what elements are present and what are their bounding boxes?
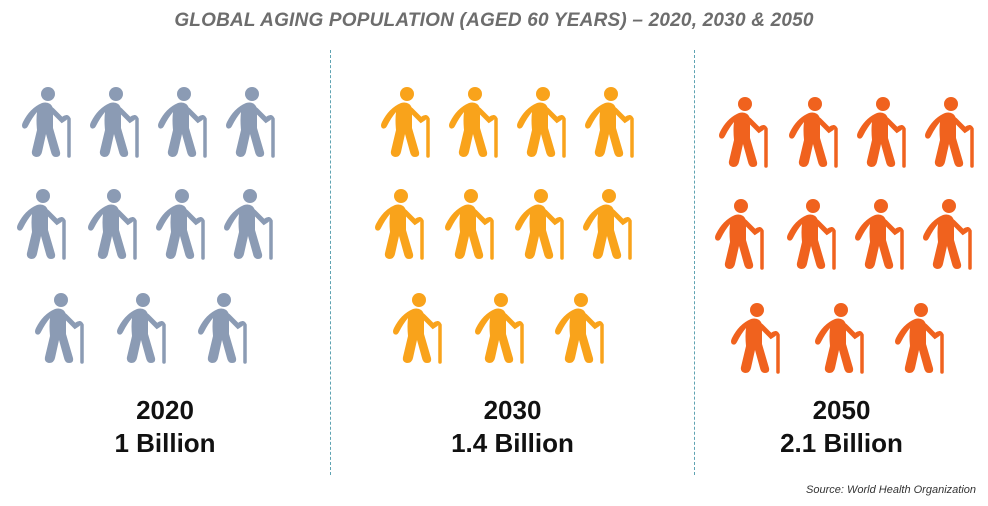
- elderly-person-with-cane-icon: [20, 86, 78, 158]
- elderly-person-with-cane-icon: [785, 198, 843, 270]
- value-label: 2.1 Billion: [780, 428, 903, 458]
- elderly-person-with-cane-icon: [443, 188, 501, 260]
- year-label: 2020: [136, 395, 194, 425]
- elderly-person-with-cane-icon: [813, 302, 871, 374]
- elderly-person-with-cane-icon: [222, 188, 280, 260]
- chart-title: GLOBAL AGING POPULATION (AGED 60 YEARS) …: [174, 10, 814, 31]
- elderly-person-with-cane-icon: [729, 302, 787, 374]
- divider-right: [694, 50, 695, 475]
- elderly-person-with-cane-icon: [473, 292, 531, 364]
- group-2030: 2030 1.4 Billion: [331, 0, 694, 506]
- year-label: 2030: [483, 395, 542, 425]
- elderly-person-with-cane-icon: [447, 86, 505, 158]
- elderly-person-with-cane-icon: [855, 96, 913, 168]
- elderly-person-with-cane-icon: [86, 188, 144, 260]
- elderly-person-with-cane-icon: [33, 292, 91, 364]
- elderly-person-with-cane-icon: [553, 292, 611, 364]
- elderly-person-with-cane-icon: [515, 86, 573, 158]
- elderly-person-with-cane-icon: [224, 86, 282, 158]
- elderly-person-with-cane-icon: [154, 188, 212, 260]
- divider-left: [330, 50, 331, 475]
- elderly-person-with-cane-icon: [196, 292, 254, 364]
- elderly-person-with-cane-icon: [391, 292, 449, 364]
- elderly-person-with-cane-icon: [923, 96, 981, 168]
- elderly-person-with-cane-icon: [893, 302, 951, 374]
- group-2050: 2050 2.1 Billion: [695, 0, 988, 506]
- elderly-person-with-cane-icon: [15, 188, 73, 260]
- year-label: 2050: [812, 395, 871, 425]
- elderly-person-with-cane-icon: [156, 86, 214, 158]
- elderly-person-with-cane-icon: [713, 198, 771, 270]
- elderly-person-with-cane-icon: [115, 292, 173, 364]
- elderly-person-with-cane-icon: [581, 188, 639, 260]
- elderly-person-with-cane-icon: [717, 96, 775, 168]
- elderly-person-with-cane-icon: [88, 86, 146, 158]
- elderly-person-with-cane-icon: [379, 86, 437, 158]
- elderly-person-with-cane-icon: [583, 86, 641, 158]
- value-label: 1 Billion: [114, 428, 216, 458]
- elderly-person-with-cane-icon: [373, 188, 431, 260]
- group-2020: 2020 1 Billion: [0, 0, 330, 506]
- value-label: 1.4 Billion: [451, 428, 574, 458]
- elderly-person-with-cane-icon: [853, 198, 911, 270]
- source-note: Source: World Health Organization: [806, 484, 976, 496]
- elderly-person-with-cane-icon: [513, 188, 571, 260]
- elderly-person-with-cane-icon: [921, 198, 979, 270]
- elderly-person-with-cane-icon: [787, 96, 845, 168]
